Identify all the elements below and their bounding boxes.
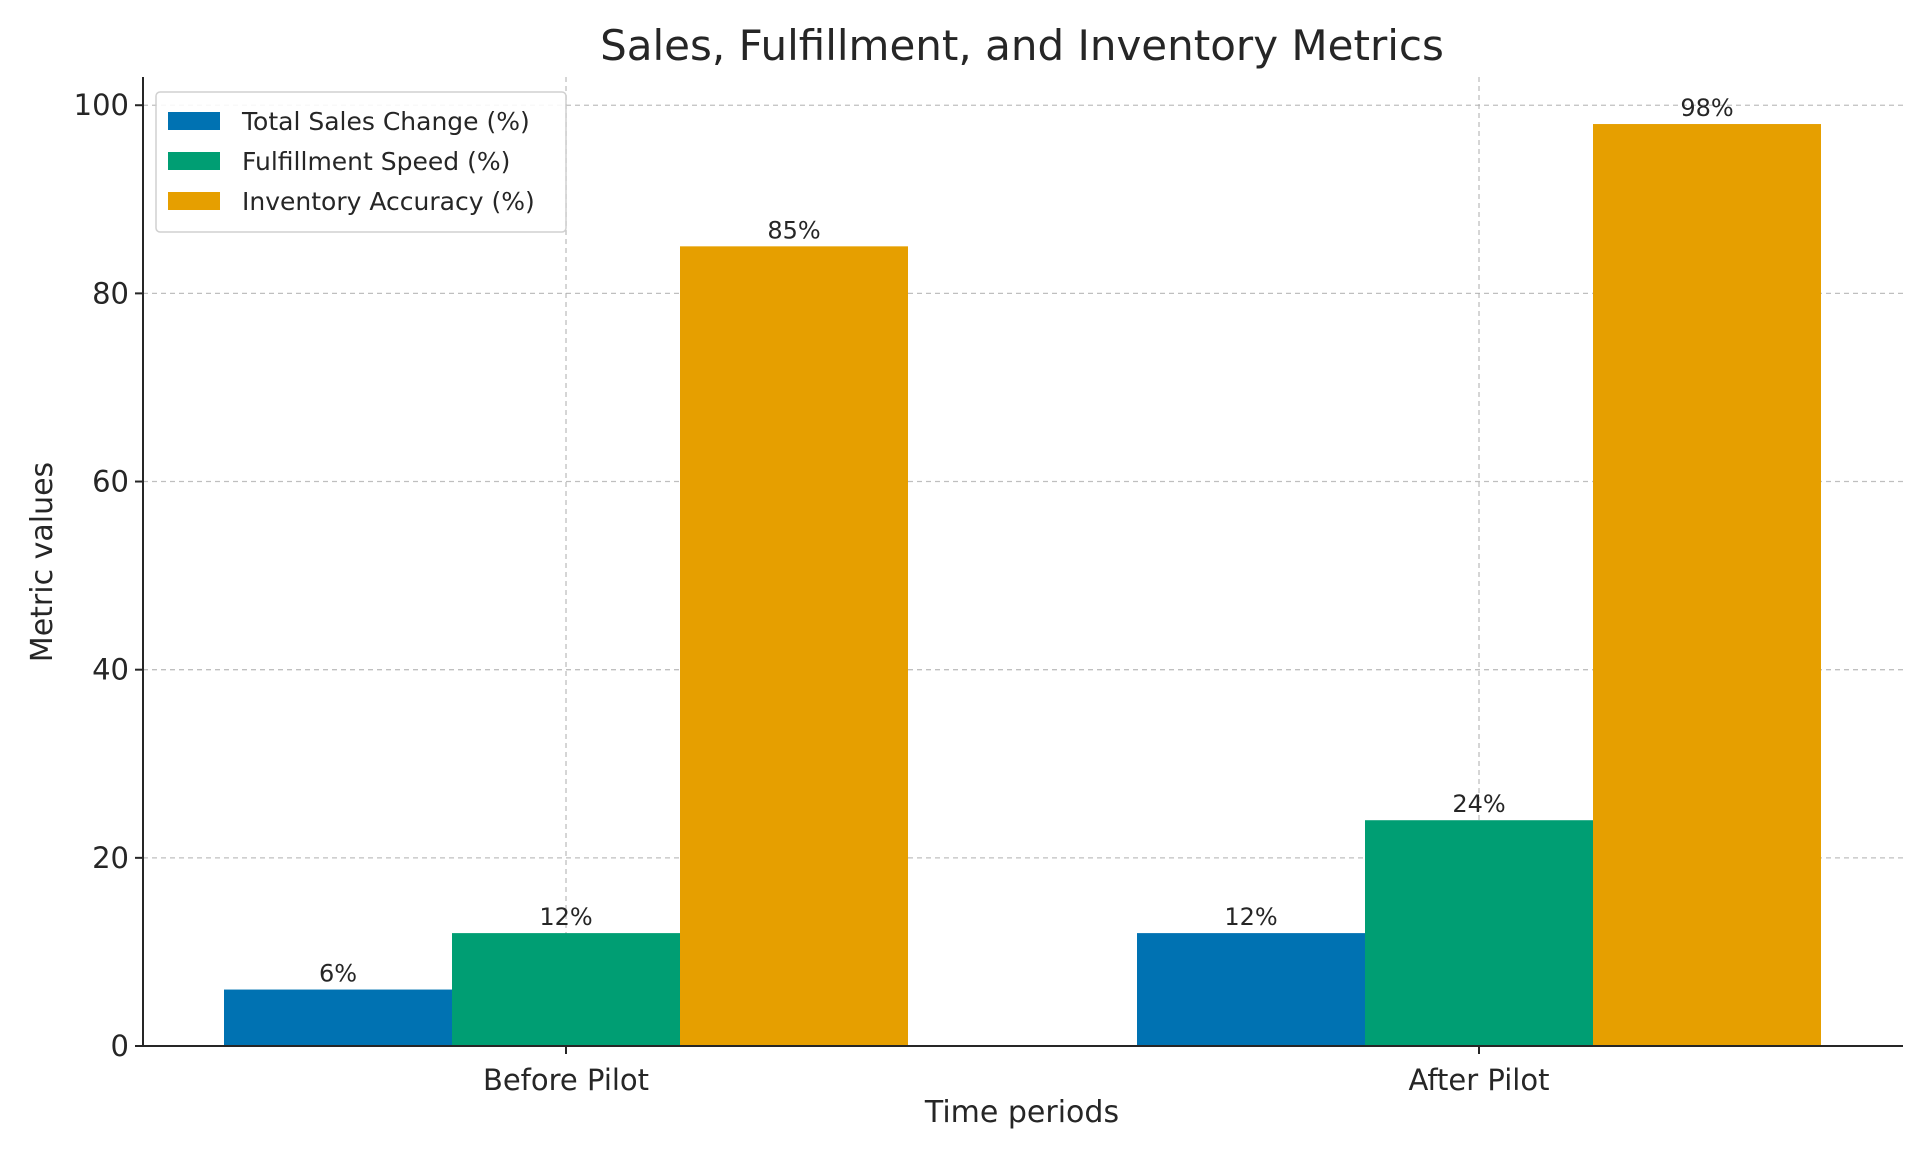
legend-label: Fulfillment Speed (%) <box>242 147 510 176</box>
x-tick-label: Before Pilot <box>483 1063 649 1097</box>
x-axis-label: Time periods <box>924 1095 1119 1130</box>
data-label: 98% <box>1680 94 1733 122</box>
bar <box>680 246 908 1046</box>
legend-swatch <box>168 152 220 170</box>
y-tick-label: 80 <box>92 276 129 310</box>
legend-swatch <box>168 112 220 130</box>
y-tick-label: 40 <box>92 653 129 687</box>
chart-title: Sales, Fulfillment, and Inventory Metric… <box>600 21 1444 70</box>
axes: 0 20 40 60 80 100 Before Pilot After Pilot <box>74 77 1903 1097</box>
legend: Total Sales Change (%) Fulfillment Speed … <box>155 91 567 233</box>
data-label: 12% <box>1224 903 1277 931</box>
y-axis-label: Metric values <box>25 462 60 662</box>
bar <box>1365 820 1593 1046</box>
y-tick-label: 20 <box>92 841 129 875</box>
y-tick-label: 60 <box>92 465 129 499</box>
legend-label: Inventory Accuracy (%) <box>242 187 535 216</box>
data-label: 24% <box>1452 790 1505 818</box>
data-label: 85% <box>767 216 820 244</box>
legend-box <box>155 91 567 233</box>
bar <box>1593 124 1821 1047</box>
bar <box>452 933 680 1046</box>
bar <box>1137 933 1365 1046</box>
legend-swatch <box>168 192 220 210</box>
y-tick-label: 100 <box>74 88 129 122</box>
bars <box>224 124 1821 1047</box>
data-label: 6% <box>319 960 357 988</box>
y-tick-label: 0 <box>111 1029 129 1063</box>
x-tick-label: After Pilot <box>1409 1063 1550 1097</box>
legend-label: Total Sales Change (%) <box>241 107 530 136</box>
data-labels: 6% 12% 85% 12% 24% 98% <box>319 94 1734 988</box>
data-label: 12% <box>539 903 592 931</box>
bar <box>224 989 452 1046</box>
